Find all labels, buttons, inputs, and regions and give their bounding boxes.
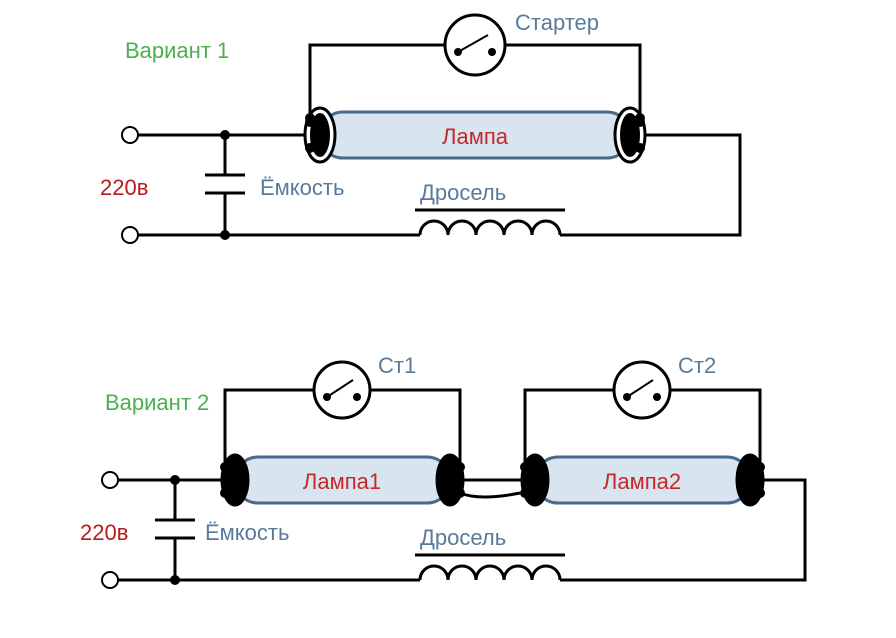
variant1-cap-label: Ёмкость <box>260 175 344 200</box>
variant1-starter-label: Стартер <box>515 10 599 35</box>
variant1-choke-label: Дросель <box>420 180 506 205</box>
variant2-lamp2: Лампа2 <box>521 454 764 506</box>
variant2-starter1 <box>314 362 370 418</box>
variant2-choke-label: Дросель <box>420 525 506 550</box>
variant2-cap-label: Ёмкость <box>205 520 289 545</box>
variant1-title: Вариант 1 <box>125 38 229 63</box>
variant1-lamp-label: Лампа <box>442 124 509 149</box>
variant2-voltage: 220в <box>80 520 128 545</box>
variant1-voltage: 220в <box>100 175 148 200</box>
variant2-starter2 <box>614 362 670 418</box>
variant2-lamp1: Лампа1 <box>221 454 464 506</box>
variant2-lamp2-label: Лампа2 <box>603 469 681 494</box>
variant2-st2-label: Ст2 <box>678 353 716 378</box>
variant-1: Вариант 1 220в Ёмкость Дросель Лампа <box>100 10 740 243</box>
variant1-starter <box>445 15 505 75</box>
variant1-lamp: Лампа <box>305 108 645 162</box>
variant2-st1-label: Ст1 <box>378 353 416 378</box>
variant2-lamp1-label: Лампа1 <box>303 469 381 494</box>
circuit-diagram: Вариант 1 220в Ёмкость Дросель Лампа <box>0 0 896 638</box>
variant-2: Вариант 2 220в Ёмкость Дросель Лампа1 Ла… <box>80 353 805 588</box>
variant2-title: Вариант 2 <box>105 390 209 415</box>
